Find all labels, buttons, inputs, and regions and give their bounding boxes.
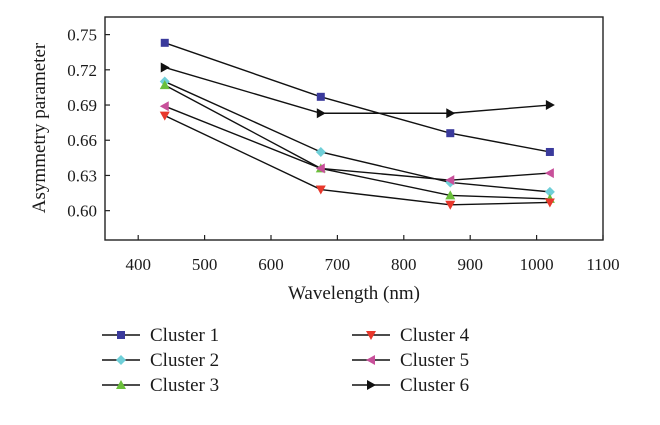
legend-label: Cluster 1 bbox=[150, 325, 219, 346]
plot-area: 400 500 600 700 800 900 1000 1100 0.60 0.63 0.66 0.… bbox=[67, 16, 620, 274]
series-5 bbox=[159, 101, 554, 186]
data-point bbox=[160, 62, 170, 73]
data-point bbox=[445, 200, 456, 210]
series-line bbox=[164, 105, 550, 181]
data-point bbox=[316, 108, 326, 119]
x-tick-label: 800 bbox=[391, 255, 417, 274]
legend-marker bbox=[366, 355, 375, 365]
legend-item: Cluster 4 bbox=[352, 325, 470, 346]
data-point bbox=[544, 198, 555, 208]
x-tick-label: 900 bbox=[457, 255, 483, 274]
legend-item: Cluster 6 bbox=[352, 375, 469, 396]
series-line bbox=[164, 114, 550, 206]
data-point bbox=[544, 168, 554, 179]
x-axis-label: Wavelength (nm) bbox=[288, 283, 420, 304]
data-point bbox=[315, 146, 326, 157]
series-2 bbox=[159, 76, 555, 197]
legend-marker bbox=[116, 380, 126, 389]
legend-label: Cluster 2 bbox=[150, 350, 219, 371]
data-point bbox=[544, 186, 555, 197]
data-point bbox=[315, 185, 326, 195]
legend-label: Cluster 5 bbox=[400, 350, 469, 371]
x-tick-label: 500 bbox=[192, 255, 218, 274]
x-tick-label: 400 bbox=[125, 255, 151, 274]
plot-frame bbox=[104, 16, 604, 241]
series-4 bbox=[159, 111, 555, 210]
data-point bbox=[316, 92, 325, 101]
legend-item: Cluster 2 bbox=[102, 350, 219, 371]
legend-marker bbox=[366, 331, 376, 340]
data-point bbox=[545, 147, 554, 156]
series-line bbox=[164, 42, 551, 153]
series-1 bbox=[160, 38, 554, 156]
legend-label: Cluster 6 bbox=[400, 375, 469, 396]
data-point bbox=[445, 190, 456, 200]
legend-marker bbox=[117, 331, 125, 339]
y-tick-label: 0.66 bbox=[67, 131, 97, 150]
y-tick-label: 0.75 bbox=[67, 26, 97, 45]
x-tick-label: 1000 bbox=[520, 255, 554, 274]
legend-item: Cluster 1 bbox=[102, 325, 219, 346]
data-point bbox=[159, 101, 169, 112]
data-point bbox=[159, 80, 170, 90]
x-tick-label: 1100 bbox=[586, 255, 619, 274]
data-point bbox=[315, 163, 325, 174]
legend-marker bbox=[367, 380, 376, 390]
series-line bbox=[164, 80, 550, 193]
legend-label: Cluster 3 bbox=[150, 375, 219, 396]
x-tick-label: 600 bbox=[258, 255, 284, 274]
legend: Cluster 1 Cluster 2 Cluster 3 Cluster 4 Clus… bbox=[102, 325, 470, 396]
y-tick-label: 0.63 bbox=[67, 166, 97, 185]
series-line bbox=[164, 84, 550, 200]
legend-item: Cluster 5 bbox=[352, 350, 469, 371]
data-point bbox=[159, 111, 170, 121]
y-tick-label: 0.72 bbox=[67, 61, 97, 80]
series-line bbox=[164, 66, 550, 114]
x-tick-label: 700 bbox=[325, 255, 351, 274]
series-layer bbox=[159, 38, 555, 210]
data-point bbox=[446, 129, 455, 138]
data-point bbox=[545, 100, 555, 111]
legend-marker bbox=[116, 355, 126, 365]
y-tick-label: 0.60 bbox=[67, 202, 97, 221]
tick-layer: 400 500 600 700 800 900 1000 1100 0.60 0.63 0.66 0.… bbox=[67, 26, 619, 274]
y-tick-label: 0.69 bbox=[67, 96, 97, 115]
series-6 bbox=[160, 62, 555, 119]
legend-item: Cluster 3 bbox=[102, 375, 219, 396]
data-point bbox=[446, 108, 456, 119]
y-axis-label: Asymmetry parameter bbox=[29, 42, 50, 213]
data-point bbox=[160, 38, 169, 47]
legend-label: Cluster 4 bbox=[400, 325, 470, 346]
data-point bbox=[445, 175, 455, 186]
